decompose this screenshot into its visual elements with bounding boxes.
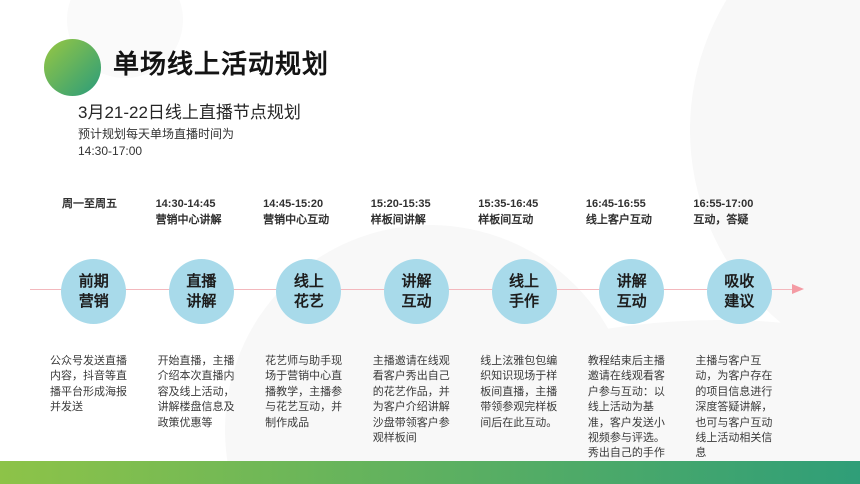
step-schedule: 16:45-16:55 线上客户互动 [578,195,686,259]
step-place: 营销中心讲解 [155,213,222,226]
step-schedule: 15:35-16:45 样板间互动 [470,195,578,259]
step-label-line1: 前期 [78,273,109,290]
step-circle-wrap: 讲解 互动 [363,259,471,352]
step-column: 周一至周五 前期 营销 公众号发送直播内容，抖音等直播平台形成海报并发送 [40,195,148,462]
step-column: 14:30-14:45 营销中心讲解 直播 讲解 开始直播，主播介绍本次直播内容… [148,195,256,462]
step-circle: 直播 讲解 [168,259,234,324]
step-time: 15:20-15:35 [370,198,431,210]
step-time: 16:55-17:00 [693,198,754,210]
step-place: 营销中心互动 [263,213,330,226]
step-schedule: 14:45-15:20 营销中心互动 [255,195,363,259]
step-time: 周一至周五 [62,198,117,210]
step-description: 主播邀请在线观看客户秀出自己的花艺作品，并为客户介绍讲解沙盘带领客户参观样板间 [372,355,450,444]
bg-blob-bottom-right [301,320,860,484]
step-column: 15:35-16:45 样板间互动 线上 手作 线上泫雅包包编织知识现场于样板间… [470,195,578,462]
step-label-line2: 花艺 [293,292,324,310]
step-circle: 讲解 互动 [383,259,449,324]
step-label-line2: 建议 [724,292,755,310]
bottom-accent-bar [0,461,860,484]
step-description: 公众号发送直播内容，抖音等直播平台形成海报并发送 [50,355,127,414]
slide-title: 单场线上活动规划 [113,49,330,79]
step-circle: 线上 手作 [491,259,557,324]
step-column: 15:20-15:35 样板间讲解 讲解 互动 主播邀请在线观看客户秀出自己的花… [363,195,471,462]
step-schedule: 周一至周五 [40,195,148,259]
step-schedule: 16:55-17:00 互动，答疑 [685,195,793,259]
step-label-line1: 吸收 [724,273,755,290]
step-circle-wrap: 讲解 互动 [578,259,686,352]
step-description: 线上泫雅包包编织知识现场于样板间直播，主播带领参观完样板间后在此互动。 [480,355,558,429]
timeline-arrow-icon [792,284,804,294]
step-description: 主播与客户互动，为客户存在的项目信息进行深度答疑讲解，也可与客户互动线上活动相关… [695,355,773,460]
step-time: 16:45-16:55 [585,198,646,210]
step-circle-wrap: 吸收 建议 [685,259,793,352]
step-circle: 吸收 建议 [706,259,772,324]
step-circle-wrap: 线上 手作 [470,259,578,352]
step-description: 花艺师与助手现场于营销中心直播教学，主播参与花艺互动，并制作成品 [265,355,343,429]
step-label-line2: 互动 [401,292,432,310]
step-column: 16:55-17:00 互动，答疑 吸收 建议 主播与客户互动，为客户存在的项目… [685,195,793,462]
schedule-note-line2: 14:30-17:00 [78,144,143,159]
step-description: 开始直播，主播介绍本次直播内容及线上活动，讲解楼盘信息及政策优惠等 [157,355,235,429]
step-description: 教程结束后主播邀请在线观看客户参与互动：以线上活动为基准，客户发送小视频参与评选… [587,355,665,460]
schedule-note: 预计规划每天单场直播时间为 14:30-17:00 [78,126,234,161]
step-circle: 线上 花艺 [276,259,342,324]
step-label-line1: 讲解 [616,273,647,290]
step-time: 15:35-16:45 [478,198,539,210]
step-label-line2: 手作 [509,292,540,310]
step-label-line1: 直播 [186,273,217,290]
bg-blob-top-right [690,0,860,367]
step-place: 互动，答疑 [693,213,749,226]
step-circle: 讲解 互动 [599,259,665,324]
step-label-line1: 线上 [293,273,324,290]
step-label-line2: 营销 [78,292,109,310]
step-place: 样板间讲解 [370,213,426,226]
schedule-note-line1: 预计规划每天单场直播时间为 [78,127,235,141]
step-place: 样板间互动 [478,213,534,226]
step-label-line1: 讲解 [401,273,432,290]
step-place: 线上客户互动 [585,213,652,226]
step-schedule: 15:20-15:35 样板间讲解 [363,195,471,259]
step-circle: 前期 营销 [61,259,127,324]
step-label-line1: 线上 [509,273,540,290]
step-label-line2: 互动 [616,292,647,310]
step-schedule: 14:30-14:45 营销中心讲解 [148,195,256,259]
step-time: 14:45-15:20 [263,198,324,210]
step-label-line2: 讲解 [186,292,217,310]
slide-subtitle: 3月21-22日线上直播节点规划 [78,103,301,122]
step-time: 14:30-14:45 [155,198,216,210]
step-column: 16:45-16:55 线上客户互动 讲解 互动 教程结束后主播邀请在线观看客户… [578,195,686,462]
timeline-steps: 周一至周五 前期 营销 公众号发送直播内容，抖音等直播平台形成海报并发送 14:… [40,195,793,462]
step-circle-wrap: 直播 讲解 [148,259,256,352]
step-circle-wrap: 线上 花艺 [255,259,363,352]
step-circle-wrap: 前期 营销 [40,259,148,352]
step-column: 14:45-15:20 营销中心互动 线上 花艺 花艺师与助手现场于营销中心直播… [255,195,363,462]
title-bullet-icon [44,39,101,96]
